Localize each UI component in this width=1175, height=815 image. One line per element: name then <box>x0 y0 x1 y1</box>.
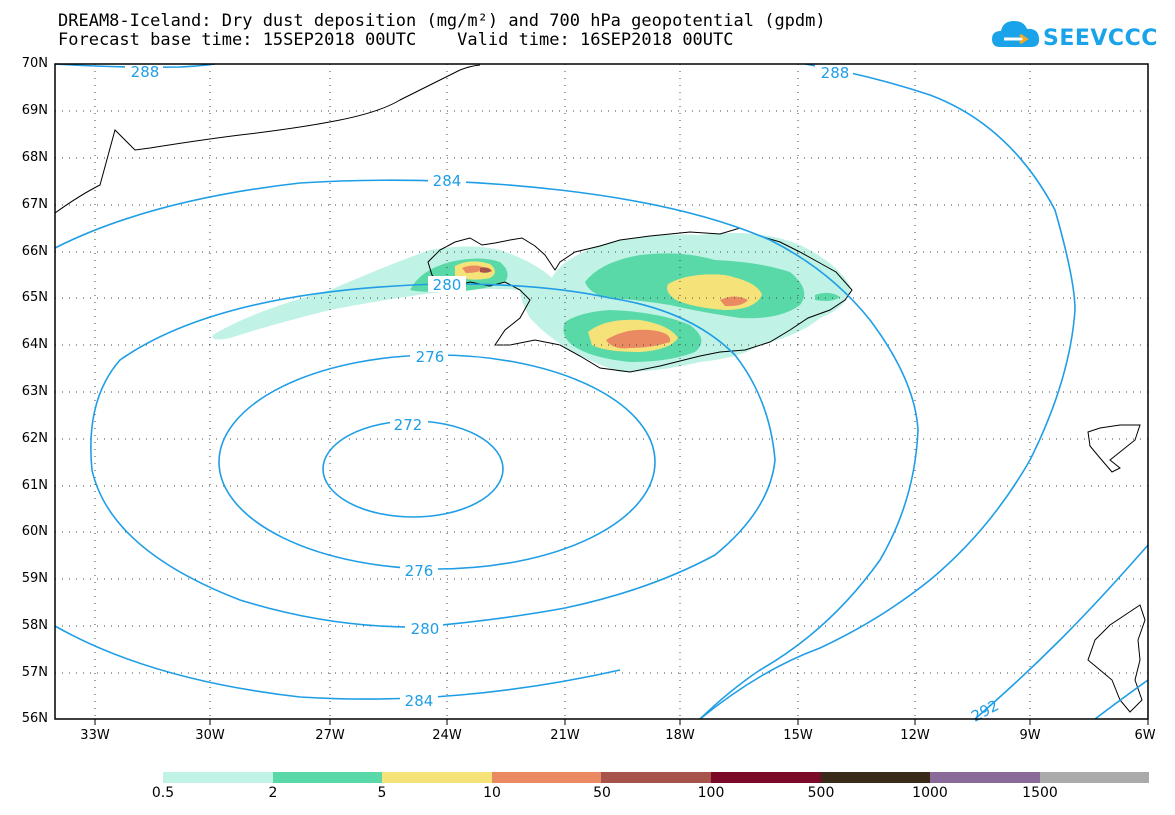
colorbar-swatch <box>382 772 492 783</box>
lat-label: 68N <box>21 150 48 165</box>
contour-label: 276 <box>416 348 445 366</box>
chart-title: DREAM8-Iceland: Dry dust deposition (mg/… <box>58 11 826 31</box>
contour-labels: 288 288 284 280 276 272 276 280 284 292 <box>125 63 1002 726</box>
contour-label: 288 <box>131 63 160 81</box>
colorbar-tick: 50 <box>593 785 611 801</box>
colorbar-tick: 100 <box>697 785 725 801</box>
colorbar-tick: 2 <box>268 785 278 801</box>
lat-label: 70N <box>21 56 48 71</box>
contour-288-top <box>54 63 216 68</box>
contour-280 <box>90 283 776 628</box>
colorbar-swatch <box>601 772 711 783</box>
contour-284-lower <box>54 625 621 700</box>
seevccc-logo: SEEVCCC <box>990 15 1157 63</box>
colorbar-swatch <box>1039 772 1150 783</box>
lat-label: 66N <box>21 244 48 259</box>
contour-label: 280 <box>433 276 462 294</box>
contour-288-right <box>699 63 1076 720</box>
contour-label: 272 <box>394 416 423 434</box>
lat-label: 65N <box>21 290 48 305</box>
lat-label: 62N <box>21 431 48 446</box>
lon-label: 6W <box>1134 728 1156 743</box>
colorbar-swatch <box>710 772 821 783</box>
colorbar-swatch <box>820 772 931 783</box>
chart-subtitle: Forecast base time: 15SEP2018 00UTC Vali… <box>58 30 734 50</box>
lon-label: 9W <box>1019 728 1041 743</box>
contour-292 <box>974 544 1149 720</box>
lat-label: 56N <box>21 711 48 726</box>
map-frame <box>54 63 1149 720</box>
lon-label: 30W <box>195 728 225 743</box>
coastline <box>54 64 1146 713</box>
colorbar-swatch <box>930 772 1040 783</box>
contour-label: 288 <box>821 64 850 82</box>
lon-label: 27W <box>315 728 345 743</box>
contour-label: 284 <box>433 172 462 190</box>
colorbar <box>163 772 1150 783</box>
colorbar-tick: 5 <box>377 785 387 801</box>
contour-272 <box>322 420 504 518</box>
lat-label: 58N <box>21 618 48 633</box>
lon-label: 21W <box>550 728 580 743</box>
contour-label: 284 <box>405 692 434 710</box>
colorbar-swatch <box>491 772 602 783</box>
cloud-icon <box>992 21 1040 47</box>
lon-label: 15W <box>783 728 813 743</box>
lat-label: 59N <box>21 571 48 586</box>
colorbar-tick: 1000 <box>912 785 948 801</box>
lat-label: 69N <box>21 103 48 118</box>
dust-shading <box>212 232 851 372</box>
lon-label: 33W <box>80 728 110 743</box>
contour-label: 276 <box>405 562 434 580</box>
lat-label: 67N <box>21 197 48 212</box>
colorbar-tick: 10 <box>483 785 501 801</box>
contour-276 <box>218 354 656 570</box>
lat-label: 60N <box>21 524 48 539</box>
lat-label: 61N <box>21 478 48 493</box>
contour-label: 280 <box>411 620 440 638</box>
lat-label: 64N <box>21 337 48 352</box>
contour-296 <box>1094 679 1149 720</box>
colorbar-tick: 0.5 <box>151 785 175 801</box>
geopotential-contours <box>54 63 1149 720</box>
lon-label: 18W <box>665 728 695 743</box>
colorbar-tick: 500 <box>807 785 835 801</box>
colorbar-swatch <box>272 772 383 783</box>
lon-label: 24W <box>432 728 462 743</box>
contour-284-upper <box>54 179 919 720</box>
axis-ticks <box>94 719 1149 725</box>
logo-text: SEEVCCC <box>1043 26 1158 51</box>
lon-label: 12W <box>900 728 930 743</box>
colorbar-swatch <box>163 772 273 783</box>
lat-label: 63N <box>21 384 48 399</box>
colorbar-tick: 1500 <box>1022 785 1058 801</box>
lat-label: 57N <box>21 665 48 680</box>
